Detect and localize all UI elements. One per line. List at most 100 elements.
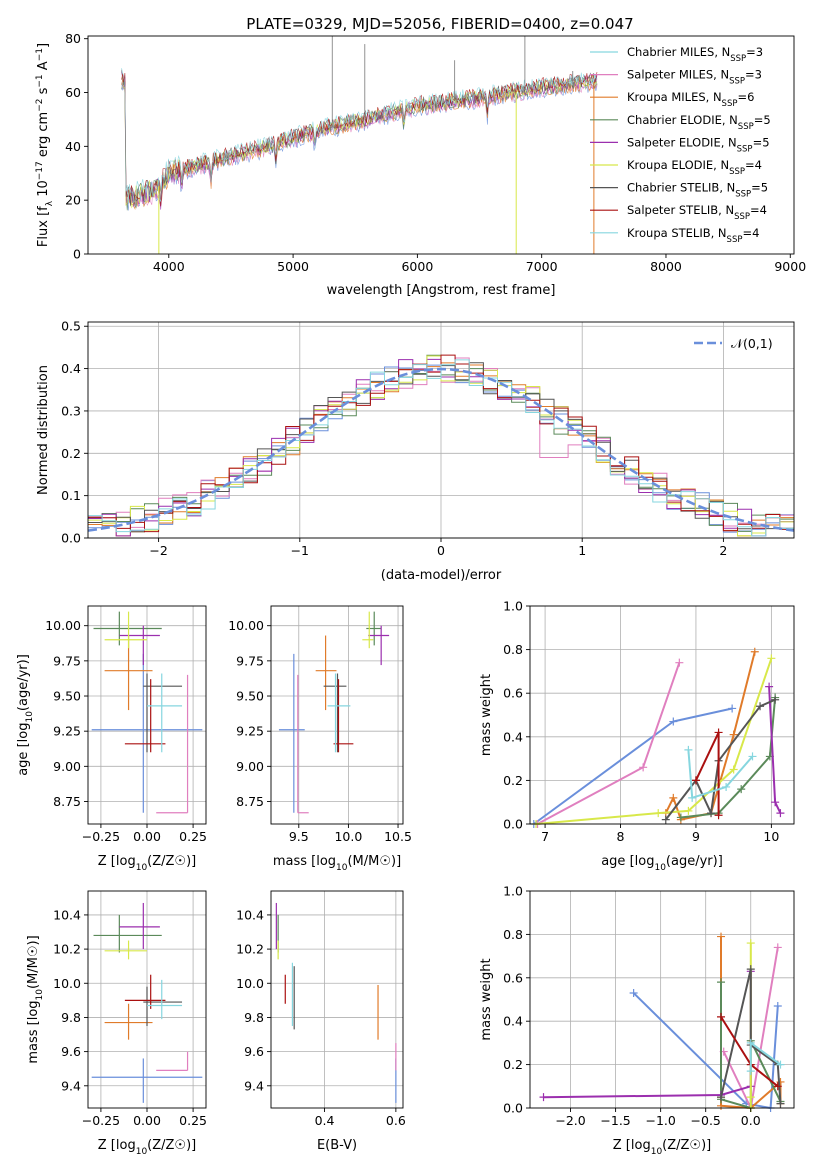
age-vs-Z-ylabel: age [log10(age/yr)]: [16, 654, 35, 776]
residual-histogram-ytick-label: 0.1: [61, 488, 81, 503]
mass-weight-vs-Z-ytick-label: 0.2: [503, 1057, 523, 1072]
age-vs-Z-xtick-label: −0.25: [82, 829, 120, 844]
age-vs-Z-xlabel: Z [log10(Z/Z☉)]: [98, 854, 196, 873]
mass-weight-vs-age-marker: [771, 695, 780, 704]
residual-histogram-ytick-label: 0.0: [61, 531, 81, 546]
mass-weight-vs-Z-marker: [773, 1002, 782, 1011]
age-vs-mass-ytick-label: 9.25: [236, 724, 264, 739]
age-vs-Z-ytick-label: 9.25: [53, 724, 81, 739]
mass-weight-vs-age-marker: [729, 730, 738, 739]
spectrum-ytick-label: 80: [65, 31, 81, 46]
mass-vs-EBV-xtick-label: 0.6: [386, 1113, 406, 1128]
age-vs-mass-xlabel: mass [log10(M/M☉)]: [273, 854, 401, 873]
figure-title: PLATE=0329, MJD=52056, FIBERID=0400, z=0…: [246, 15, 633, 33]
mass-vs-Z-ytick-label: 10.4: [53, 907, 81, 922]
mass-vs-Z-ytick-label: 10.0: [53, 976, 81, 991]
mass-weight-vs-age-marker: [654, 809, 663, 818]
mass-weight-vs-age-marker: [684, 806, 693, 815]
mass-weight-vs-Z-marker: [717, 932, 726, 941]
age-vs-Z-ytick-label: 9.00: [53, 759, 81, 774]
mass-weight-vs-age-series-line: [687, 749, 754, 799]
mass-weight-vs-age-marker: [767, 654, 776, 663]
age-vs-mass-frame: [270, 605, 404, 825]
mass-weight-vs-Z-ytick-label: 0.8: [503, 927, 523, 942]
mass-vs-Z-ytick-label: 9.4: [61, 1078, 81, 1093]
mass-weight-vs-age-marker: [707, 809, 716, 818]
mass-weight-vs-Z-xtick-label: −1.0: [645, 1113, 675, 1128]
spectrum-xtick-label: 7000: [526, 259, 558, 274]
spectrum-ytick-label: 60: [65, 85, 81, 100]
residual-histogram-ylabel: Normed distribution: [36, 365, 51, 495]
spectrum-xlabel: wavelength [Angstrom, rest frame]: [327, 283, 556, 298]
mass-weight-vs-Z-marker: [717, 1012, 726, 1021]
spectrum-legend-label: Kroupa ELODIE, NSSP=4: [627, 158, 762, 177]
mass-weight-vs-age-ytick-label: 1.0: [503, 599, 523, 614]
mass-weight-vs-age-xlabel: age [log10(age/yr)]: [601, 854, 723, 873]
mass-weight-vs-age-ytick-label: 0.8: [503, 642, 523, 657]
mass-weight-vs-Z-marker: [776, 1077, 785, 1086]
mass-weight-vs-Z-xtick-label: 0.0: [741, 1113, 761, 1128]
mass-weight-vs-Z-marker: [746, 1093, 755, 1102]
mass-vs-EBV-ytick-label: 9.4: [244, 1078, 264, 1093]
mass-weight-vs-age-marker: [675, 658, 684, 667]
mass-vs-EBV-frame: [270, 890, 404, 1109]
mass-vs-EBV-ytick-label: 9.6: [244, 1044, 264, 1059]
mass-weight-vs-Z-xlabel: Z [log10(Z/Z☉)]: [613, 1138, 711, 1157]
residual-histogram-ytick-label: 0.5: [61, 319, 81, 334]
mass-weight-vs-age-marker: [737, 785, 746, 794]
mass-weight-vs-Z-marker: [746, 1067, 755, 1076]
mass-weight-vs-Z-ytick-label: 0.4: [503, 1014, 523, 1029]
mass-weight-vs-age-frame: [529, 605, 795, 825]
mass-weight-vs-age-ytick-label: 0.6: [503, 686, 523, 701]
mass-weight-vs-age-ytick-label: 0.2: [503, 773, 523, 788]
mass-weight-vs-age-marker: [691, 776, 700, 785]
mass-weight-vs-Z-marker: [717, 978, 726, 987]
mass-vs-EBV-ytick-label: 10.4: [236, 907, 264, 922]
age-vs-Z-ytick-label: 10.00: [45, 618, 81, 633]
mass-weight-vs-age-marker: [676, 813, 685, 822]
mass-weight-vs-Z-marker: [773, 1082, 782, 1091]
age-vs-Z-ytick-label: 9.75: [53, 653, 81, 668]
mass-weight-vs-Z-ytick-label: 1.0: [503, 884, 523, 899]
spectrum-legend-label: Salpeter MILES, NSSP=3: [627, 68, 762, 87]
spectrum-legend-label: Chabrier ELODIE, NSSP=5: [627, 113, 771, 132]
mass-vs-EBV-xlabel: E(B-V): [317, 1138, 357, 1153]
age-vs-Z-xtick-label: 0.25: [179, 829, 207, 844]
residual-histogram-xtick-label: −1: [291, 543, 309, 558]
mass-weight-vs-Z-marker: [746, 1038, 755, 1047]
mass-weight-vs-Z-marker: [776, 1060, 785, 1069]
spectrum-legend-label: Kroupa STELIB, NSSP=4: [627, 226, 759, 245]
mass-weight-vs-Z-series-line: [632, 992, 779, 1109]
mass-vs-Z-ylabel: mass [log10(M/M☉)]: [26, 935, 45, 1063]
age-vs-mass-ytick-label: 9.00: [236, 759, 264, 774]
residual-histogram-xtick-label: 2: [719, 543, 727, 558]
residual-histogram-ytick-label: 0.4: [61, 361, 81, 376]
mass-weight-vs-age-marker: [729, 765, 738, 774]
mass-weight-vs-age-marker: [688, 793, 697, 802]
spectrum-ytick-label: 20: [65, 193, 81, 208]
mass-weight-vs-age-marker: [684, 745, 693, 754]
histogram-series-step: [88, 354, 794, 533]
mass-weight-vs-age-marker: [765, 682, 774, 691]
mass-weight-vs-age-xtick-label: 8: [617, 829, 625, 844]
spectrum-xtick-label: 9000: [774, 259, 806, 274]
mass-weight-vs-Z-marker: [539, 1093, 548, 1102]
spectrum-legend-label: Chabrier MILES, NSSP=3: [627, 45, 763, 64]
spectrum-legend-label: Chabrier STELIB, NSSP=5: [627, 181, 768, 200]
residual-histogram-xtick-label: −2: [149, 543, 167, 558]
mass-weight-vs-age-marker: [728, 704, 737, 713]
mass-weight-vs-age-xtick-label: 7: [541, 829, 549, 844]
mass-weight-vs-age-ytick-label: 0.4: [503, 729, 523, 744]
mass-weight-vs-Z-marker: [746, 939, 755, 948]
age-vs-Z-ytick-label: 9.50: [53, 689, 81, 704]
spectrum-xtick-label: 5000: [277, 259, 309, 274]
mass-vs-EBV-ytick-label: 9.8: [244, 1010, 264, 1025]
mass-weight-vs-Z-frame: [529, 890, 795, 1109]
mass-weight-vs-age-marker: [661, 815, 670, 824]
age-vs-mass-xtick-label: 10.0: [334, 829, 362, 844]
mass-weight-vs-Z-ytick-label: 0.0: [503, 1101, 523, 1116]
mass-vs-Z-ytick-label: 10.2: [53, 942, 81, 957]
age-vs-mass-ytick-label: 9.50: [236, 689, 264, 704]
mass-weight-vs-Z-xtick-label: −1.5: [600, 1113, 630, 1128]
